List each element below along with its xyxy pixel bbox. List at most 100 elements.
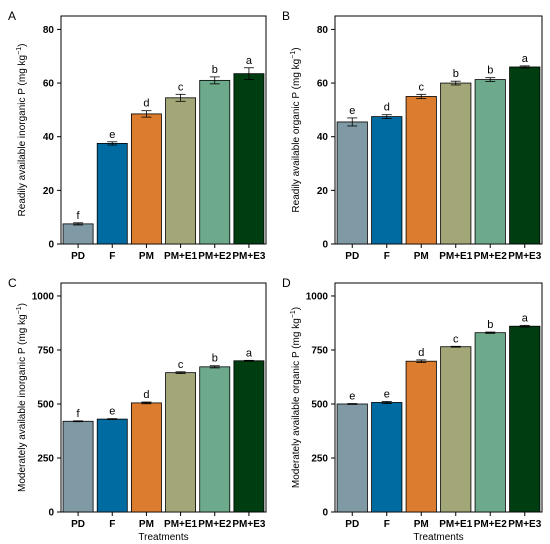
significance-label: f <box>77 210 81 222</box>
y-tick-label: 250 <box>311 453 328 464</box>
panel-label: A <box>8 9 16 23</box>
bar-pm-e1 <box>440 82 472 245</box>
x-tick-label: F <box>109 251 115 262</box>
x-tick-label: PD <box>345 251 359 262</box>
x-tick-label: PM+E2 <box>198 519 232 530</box>
plot-frame <box>60 15 267 245</box>
bar-pm <box>405 96 437 245</box>
significance-label: b <box>212 64 218 76</box>
significance-label: a <box>522 53 529 65</box>
x-tick-label: PM+E2 <box>474 251 508 262</box>
y-tick-label: 40 <box>43 132 55 143</box>
x-axis-title: Treatments <box>138 532 188 543</box>
y-tick-label: 0 <box>48 240 54 251</box>
significance-label: d <box>143 98 149 110</box>
significance-label: e <box>349 391 355 403</box>
y-tick-label: 20 <box>43 186 55 197</box>
y-tick-label: 0 <box>322 240 328 251</box>
significance-label: a <box>246 347 253 359</box>
x-tick-label: PM <box>139 251 154 262</box>
bar-pd <box>336 121 368 245</box>
bar-pm-e2 <box>474 332 506 513</box>
y-tick-label: 20 <box>317 186 329 197</box>
x-tick-label: PM+E3 <box>508 251 542 262</box>
x-tick-label: PM+E3 <box>508 519 542 530</box>
panel-b: B 0 20 40 60 80 e PD d Fc PM b PM+E1 b PM+E2 a PM+E3 Read… <box>282 9 543 262</box>
x-tick-label: F <box>109 519 115 530</box>
y-axis-title: Readily available organic P (mg kg−1) <box>290 47 302 212</box>
bar-pm-e1 <box>440 346 472 513</box>
bar-pm <box>130 402 162 513</box>
bar-pm-e3 <box>509 66 541 245</box>
bar-f <box>96 418 128 513</box>
x-axis-title: Treatments <box>413 532 463 543</box>
bar-pm-e1 <box>165 97 197 245</box>
significance-label: d <box>143 389 149 401</box>
x-tick-label: PD <box>71 251 85 262</box>
y-tick-label: 1000 <box>32 291 55 302</box>
x-tick-label: PM+E2 <box>198 251 232 262</box>
significance-label: b <box>212 353 218 365</box>
panel-d: D 0 250 500 750 1000 e PD e Fd PM c PM+E1 b PM+E2 a PM+E… <box>282 276 543 543</box>
significance-label: e <box>109 406 115 418</box>
y-tick-label: 60 <box>317 79 329 90</box>
x-tick-label: F <box>384 251 390 262</box>
bar-pm <box>130 113 162 245</box>
significance-label: e <box>109 129 115 141</box>
bar-pd <box>62 223 94 245</box>
y-tick-label: 0 <box>48 508 54 519</box>
bar-pm-e2 <box>199 366 231 513</box>
y-tick-label: 40 <box>317 132 329 143</box>
x-tick-label: PM+E1 <box>164 251 198 262</box>
bar-pm-e2 <box>199 79 231 245</box>
x-tick-label: PM+E3 <box>232 251 266 262</box>
significance-label: a <box>522 312 529 324</box>
y-tick-label: 0 <box>322 508 328 519</box>
significance-label: e <box>349 105 355 117</box>
significance-label: e <box>384 388 390 400</box>
y-axis-title: Readily available inorganic P (mg kg−1) <box>16 44 28 217</box>
plot-frame <box>334 15 543 245</box>
significance-label: c <box>178 359 184 371</box>
panel-label: C <box>8 276 17 290</box>
y-tick-label: 60 <box>43 79 55 90</box>
significance-label: b <box>453 68 459 80</box>
x-tick-label: PM+E3 <box>232 519 266 530</box>
bar-pm-e3 <box>509 325 541 513</box>
y-tick-label: 1000 <box>306 291 329 302</box>
bar-pm-e1 <box>165 372 197 513</box>
significance-label: b <box>487 65 493 77</box>
y-axis-title: Moderately available organic P (mg kg−1) <box>290 307 302 488</box>
x-tick-label: PM <box>414 251 429 262</box>
significance-label: c <box>178 81 184 93</box>
panel-c: C 0 250 500 750 1000 f PD e Fd PM c PM+E1 b PM+E2 a PM+E… <box>8 276 267 543</box>
significance-label: f <box>77 408 81 420</box>
bar-pm-e3 <box>233 73 265 245</box>
plot-frame <box>334 282 543 513</box>
x-tick-label: PM+E1 <box>439 519 473 530</box>
y-axis-title: Moderately available inorganic P (mg kg−… <box>16 303 28 492</box>
y-tick-label: 80 <box>317 25 329 36</box>
y-tick-label: 250 <box>37 453 54 464</box>
y-tick-label: 500 <box>311 399 328 410</box>
panel-a: A 0 20 40 60 80 f PD e Fd PM c PM+E1 b PM+E2 a PM+E3 Read… <box>8 9 267 262</box>
x-tick-label: PM <box>139 519 154 530</box>
y-tick-label: 750 <box>311 345 328 356</box>
y-tick-label: 500 <box>37 399 54 410</box>
significance-label: c <box>419 81 425 93</box>
bar-f <box>371 116 403 245</box>
y-tick-label: 750 <box>37 345 54 356</box>
significance-label: d <box>418 347 424 359</box>
x-tick-label: PM+E1 <box>439 251 473 262</box>
y-tick-label: 80 <box>43 25 55 36</box>
bar-pm-e3 <box>233 360 265 513</box>
significance-label: b <box>487 319 493 331</box>
panel-label: D <box>282 276 291 290</box>
x-tick-label: PM+E1 <box>164 519 198 530</box>
bar-pd <box>336 403 368 513</box>
bar-pd <box>62 420 94 513</box>
x-tick-label: PM+E2 <box>474 519 508 530</box>
bar-f <box>96 143 128 245</box>
x-tick-label: PD <box>345 519 359 530</box>
